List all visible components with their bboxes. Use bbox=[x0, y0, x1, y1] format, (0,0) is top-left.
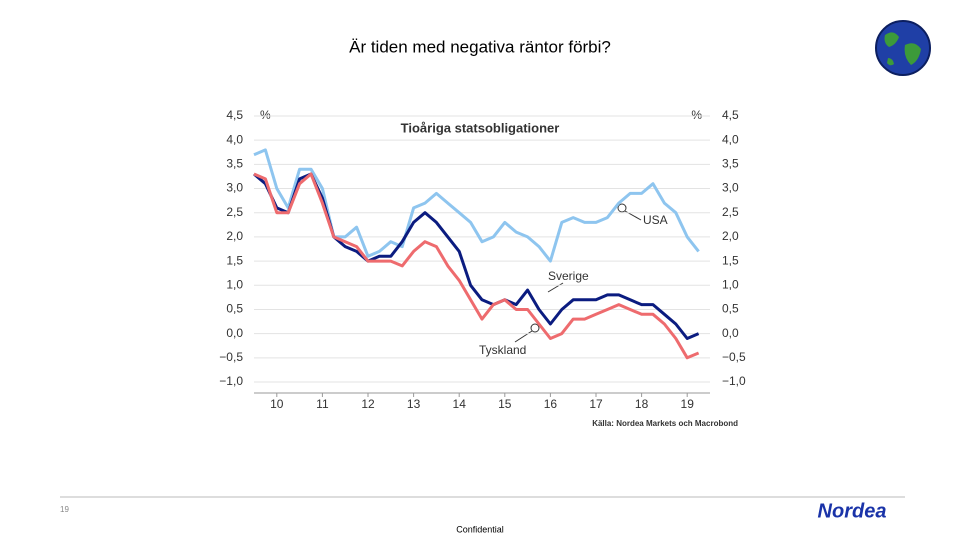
y2-tick-label: 0,0 bbox=[722, 326, 739, 340]
y-tick-label: 0,0 bbox=[226, 326, 243, 340]
y-tick-label: −1,0 bbox=[219, 374, 243, 388]
y-tick-label: 4,5 bbox=[226, 108, 243, 122]
series-label: Sverige bbox=[548, 269, 589, 283]
y-tick-label: 2,0 bbox=[226, 229, 243, 243]
y-unit: % bbox=[260, 108, 271, 122]
y2-tick-label: 2,0 bbox=[722, 229, 739, 243]
y2-tick-label: −0,5 bbox=[722, 350, 746, 364]
series-label: Tyskland bbox=[479, 343, 526, 357]
x-tick-label: 17 bbox=[589, 397, 603, 411]
globe bbox=[875, 20, 931, 76]
slide-title: Är tiden med negativa räntor förbi? bbox=[349, 37, 611, 56]
y2-tick-label: 1,0 bbox=[722, 277, 739, 291]
x-tick-label: 10 bbox=[270, 397, 284, 411]
series-line bbox=[253, 172, 700, 360]
y-tick-label: 1,0 bbox=[226, 277, 243, 291]
series-label: USA bbox=[643, 213, 668, 227]
y2-tick-label: 3,0 bbox=[722, 181, 739, 195]
y2-tick-label: 4,0 bbox=[722, 132, 739, 146]
chart-title: Tioåriga statsobligationer bbox=[401, 120, 560, 135]
x-tick-label: 15 bbox=[498, 397, 512, 411]
y2-tick-label: 1,5 bbox=[722, 253, 739, 267]
source: Källa: Nordea Markets och Macrobond bbox=[592, 419, 738, 428]
footer-text: Confidential bbox=[456, 524, 504, 534]
series-line bbox=[253, 148, 700, 263]
y-tick-label: 3,5 bbox=[226, 157, 243, 171]
y-tick-label: 2,5 bbox=[226, 205, 243, 219]
x-tick-label: 19 bbox=[681, 397, 695, 411]
y-tick-label: 0,5 bbox=[226, 302, 243, 316]
y-tick-label: 4,0 bbox=[226, 132, 243, 146]
x-tick-label: 14 bbox=[453, 397, 467, 411]
y-tick-label: 3,0 bbox=[226, 181, 243, 195]
y2-tick-label: −1,0 bbox=[722, 374, 746, 388]
x-tick-label: 16 bbox=[544, 397, 558, 411]
y2-tick-label: 4,5 bbox=[722, 108, 739, 122]
logo: Nordea bbox=[818, 500, 887, 522]
x-tick-label: 18 bbox=[635, 397, 649, 411]
page-number: 19 bbox=[60, 505, 69, 514]
y2-unit: % bbox=[691, 108, 702, 122]
y2-tick-label: 0,5 bbox=[722, 302, 739, 316]
x-tick-label: 12 bbox=[361, 397, 375, 411]
x-tick-label: 13 bbox=[407, 397, 421, 411]
y-tick-label: 1,5 bbox=[226, 253, 243, 267]
y2-tick-label: 2,5 bbox=[722, 205, 739, 219]
y-tick-label: −0,5 bbox=[219, 350, 243, 364]
y2-tick-label: 3,5 bbox=[722, 157, 739, 171]
x-tick-label: 11 bbox=[316, 397, 329, 411]
